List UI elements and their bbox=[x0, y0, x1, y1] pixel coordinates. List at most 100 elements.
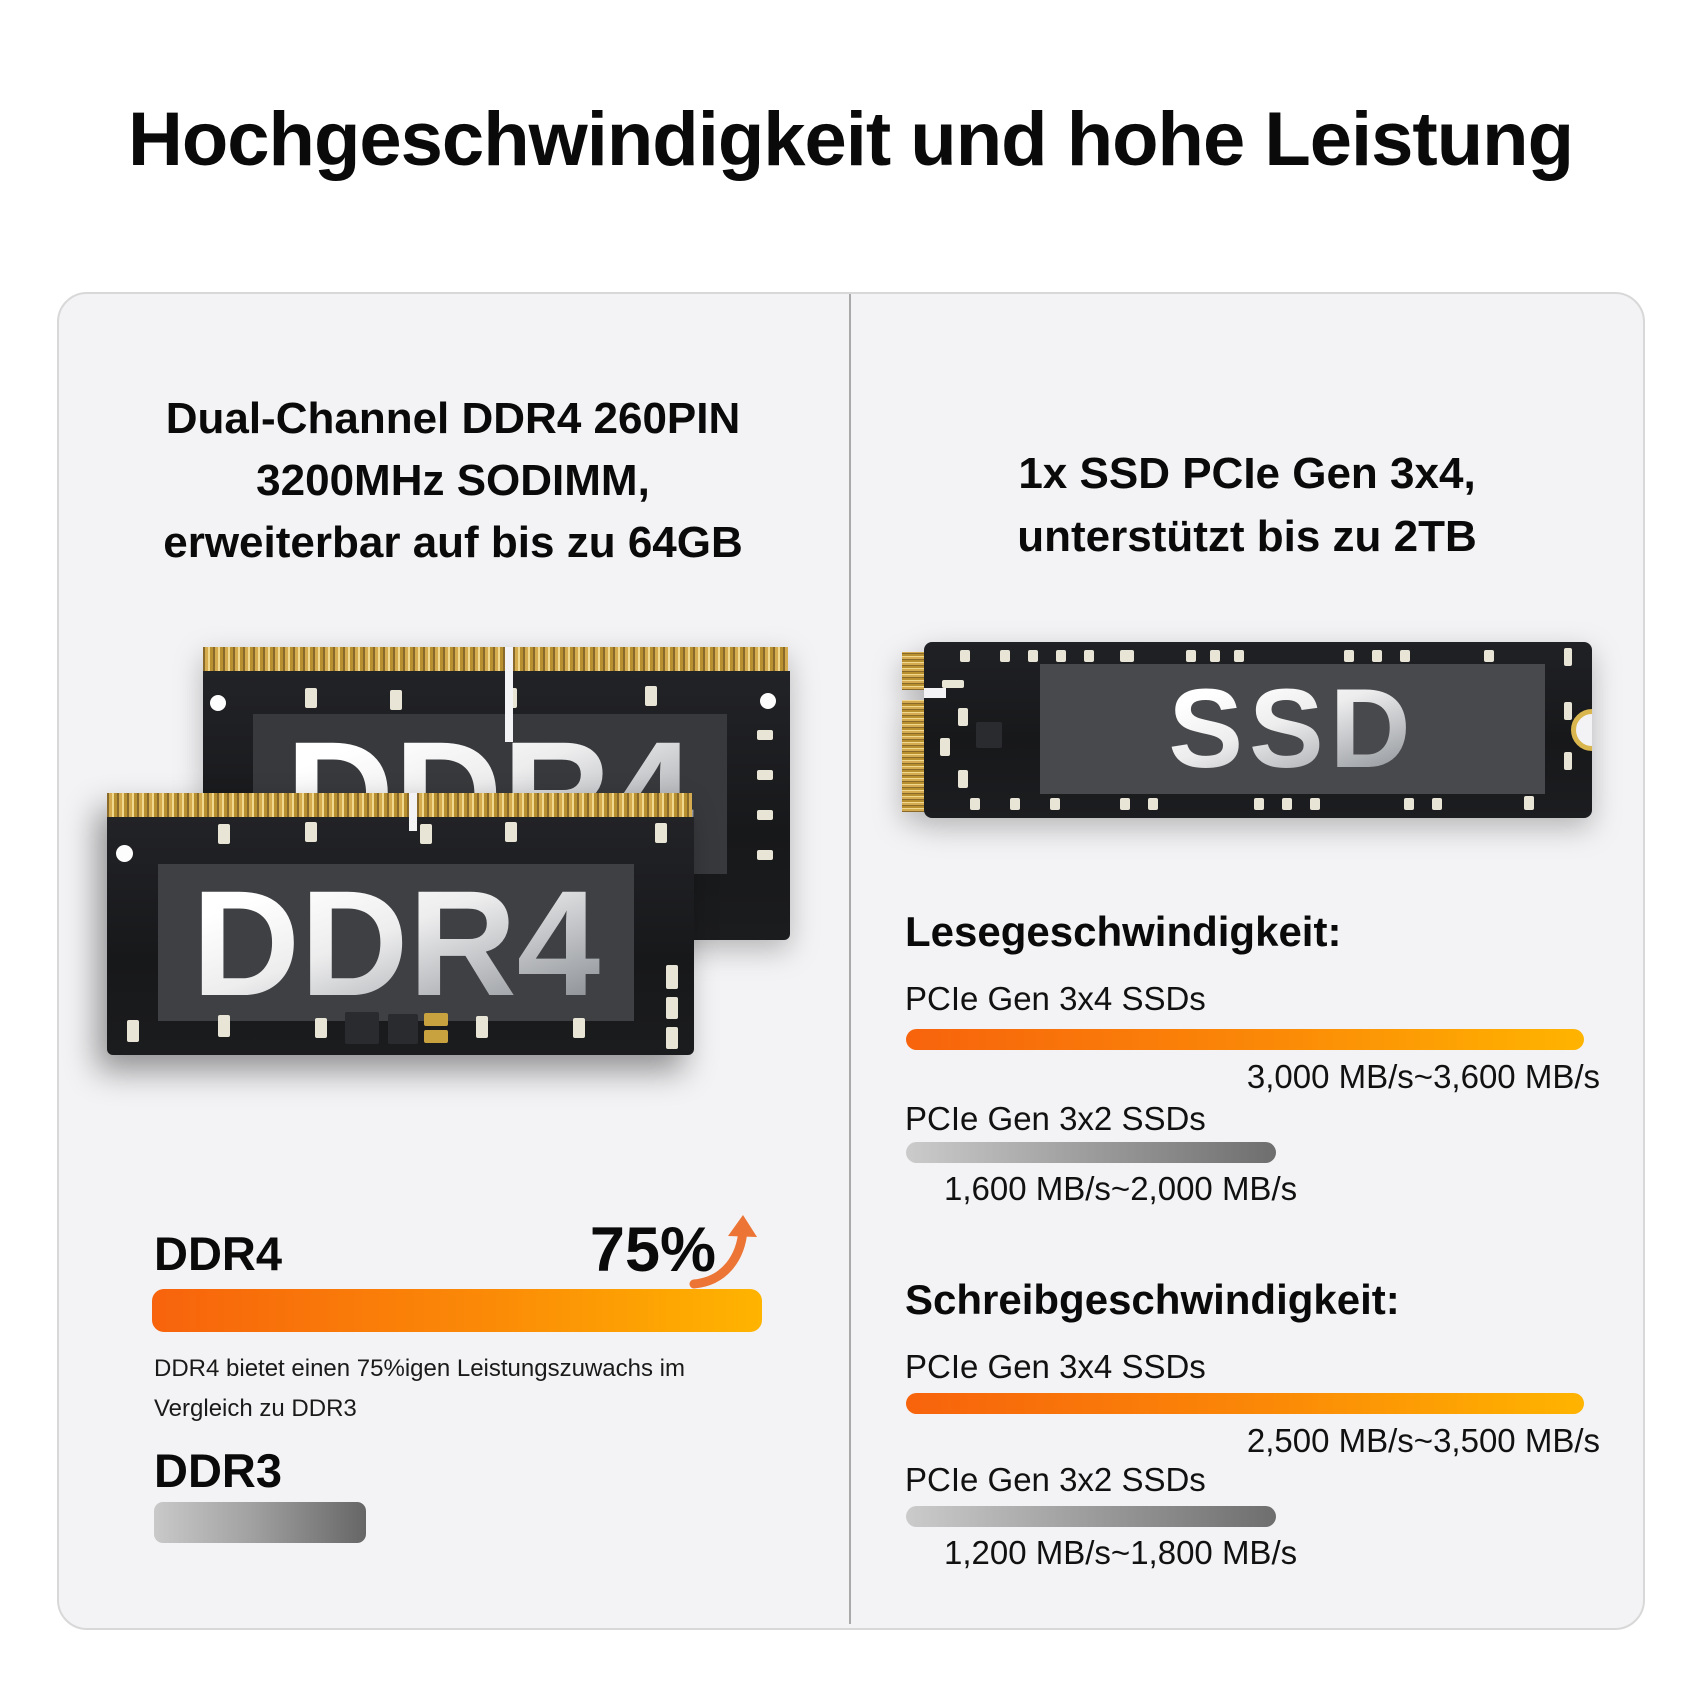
smd-pad bbox=[757, 810, 773, 820]
ssd-connector-pins-top bbox=[902, 652, 925, 690]
smd-pad bbox=[1564, 752, 1572, 770]
comparison-caption: DDR4 bietet einen 75%igen Leistungszuwac… bbox=[154, 1355, 685, 1422]
panel-divider bbox=[849, 294, 851, 1624]
write-fast-label: PCIe Gen 3x4 SSDs bbox=[905, 1348, 1206, 1385]
smd-pad bbox=[1028, 650, 1038, 662]
ssd-connector-pins-bottom bbox=[902, 700, 925, 812]
ssd-label: SSD bbox=[1168, 666, 1417, 791]
smd-pad bbox=[958, 708, 968, 726]
smd-pad bbox=[757, 850, 773, 860]
smd-pad bbox=[1564, 702, 1572, 720]
ram-front-pins bbox=[107, 793, 692, 819]
smd-pad bbox=[1254, 798, 1264, 810]
smd-pad bbox=[420, 824, 432, 844]
smd-pad bbox=[218, 824, 230, 844]
smd-pad bbox=[1056, 650, 1066, 662]
smd-pad bbox=[1234, 650, 1244, 662]
write-slow-bar bbox=[906, 1506, 1276, 1527]
smd-pad bbox=[757, 730, 773, 740]
read-fast-value: 3,000 MB/s~3,600 MB/s bbox=[1246, 1058, 1600, 1095]
ram-heading: Dual-Channel DDR4 260PIN 3200MHz SODIMM,… bbox=[57, 388, 849, 574]
ddr4-gain-value: 75% bbox=[589, 1215, 716, 1285]
ssd-heading-line2: unterstützt bis zu 2TB bbox=[1017, 512, 1477, 561]
smd-pad bbox=[1344, 650, 1354, 662]
read-slow-label: PCIe Gen 3x2 SSDs bbox=[905, 1100, 1206, 1137]
smd-pad bbox=[1010, 798, 1020, 810]
ram-front-label: DDR4 bbox=[191, 858, 601, 1027]
smd-pad bbox=[1120, 650, 1134, 662]
mounting-hole bbox=[116, 845, 133, 862]
write-fast-bar bbox=[906, 1393, 1584, 1414]
smd-pad bbox=[958, 770, 968, 788]
smd-pad bbox=[666, 965, 678, 989]
smd-pad bbox=[1400, 650, 1410, 662]
read-slow-bar bbox=[906, 1142, 1276, 1163]
ram-heading-line3: erweiterbar auf bis zu 64GB bbox=[163, 518, 743, 567]
ssd-mounting-notch bbox=[1571, 709, 1592, 751]
smd-pad bbox=[1564, 648, 1572, 666]
write-slow-value: 1,200 MB/s~1,800 MB/s bbox=[944, 1534, 1298, 1571]
ssd-board: SSD bbox=[924, 642, 1592, 818]
smd-pad bbox=[305, 688, 317, 708]
smd-pad bbox=[505, 822, 517, 842]
smd-pad bbox=[757, 770, 773, 780]
read-slow-value: 1,600 MB/s~2,000 MB/s bbox=[944, 1170, 1298, 1207]
smd-pad bbox=[573, 1018, 585, 1038]
smd-pad bbox=[1084, 650, 1094, 662]
read-fast-label: PCIe Gen 3x4 SSDs bbox=[905, 980, 1206, 1017]
smd-pad bbox=[645, 686, 657, 706]
mounting-hole bbox=[210, 695, 226, 711]
smd-pad bbox=[218, 1015, 230, 1037]
read-fast-bar bbox=[906, 1029, 1584, 1050]
smd-pad bbox=[1484, 650, 1494, 662]
write-speed-heading: Schreibgeschwindigkeit: bbox=[905, 1276, 1400, 1323]
chip bbox=[345, 1012, 379, 1044]
smd-pad bbox=[1372, 650, 1382, 662]
page-title: Hochgeschwindigkeit und hohe Leistung bbox=[127, 97, 1574, 182]
smd-pad bbox=[1148, 798, 1158, 810]
smd-pad bbox=[960, 650, 970, 662]
write-slow-label: PCIe Gen 3x2 SSDs bbox=[905, 1461, 1206, 1498]
smd-pad bbox=[942, 680, 964, 688]
smd-pad bbox=[1404, 798, 1414, 810]
smd-pad bbox=[970, 798, 980, 810]
smd-pad bbox=[1432, 798, 1442, 810]
smd-pad bbox=[1524, 796, 1534, 810]
smd-pad bbox=[390, 690, 402, 710]
mounting-hole bbox=[760, 693, 776, 709]
solder-pad-gold bbox=[424, 1030, 448, 1043]
smd-pad bbox=[1000, 650, 1010, 662]
ddr4-label: DDR4 bbox=[154, 1227, 282, 1280]
ram-rear-key-notch bbox=[505, 647, 513, 742]
ram-heading-line1: Dual-Channel DDR4 260PIN bbox=[165, 394, 741, 443]
ssd-key-notch bbox=[924, 688, 946, 698]
smd-pad bbox=[127, 1020, 139, 1042]
ssd-heading-line1: 1x SSD PCIe Gen 3x4, bbox=[1018, 449, 1476, 498]
ddr4-bar bbox=[152, 1289, 762, 1332]
smd-pad bbox=[1310, 798, 1320, 810]
smd-pad bbox=[655, 823, 667, 843]
chip bbox=[976, 722, 1002, 748]
ram-heading-line2: 3200MHz SODIMM, bbox=[256, 456, 650, 505]
smd-pad bbox=[1282, 798, 1292, 810]
chip bbox=[388, 1014, 418, 1044]
ram-front-key-notch bbox=[409, 793, 417, 831]
smd-pad bbox=[1186, 650, 1196, 662]
smd-pad bbox=[940, 738, 950, 756]
smd-pad bbox=[1210, 650, 1220, 662]
ram-front-label-plate: DDR4 bbox=[158, 864, 634, 1021]
smd-pad bbox=[476, 1016, 488, 1038]
smd-pad bbox=[1120, 798, 1130, 810]
smd-pad bbox=[666, 997, 678, 1019]
ram-front-board: DDR4 bbox=[107, 817, 694, 1055]
read-speed-heading: Lesegeschwindigkeit: bbox=[905, 908, 1342, 955]
smd-pad bbox=[315, 1018, 327, 1038]
smd-pad bbox=[666, 1027, 678, 1049]
solder-pad-gold bbox=[424, 1013, 448, 1026]
growth-arrow-icon bbox=[689, 1215, 757, 1289]
ssd-heading: 1x SSD PCIe Gen 3x4, unterstützt bis zu … bbox=[849, 442, 1645, 568]
ssd-label-plate: SSD bbox=[1040, 664, 1545, 794]
ram-rear-pins bbox=[203, 647, 788, 673]
ddr3-label: DDR3 bbox=[154, 1444, 282, 1497]
